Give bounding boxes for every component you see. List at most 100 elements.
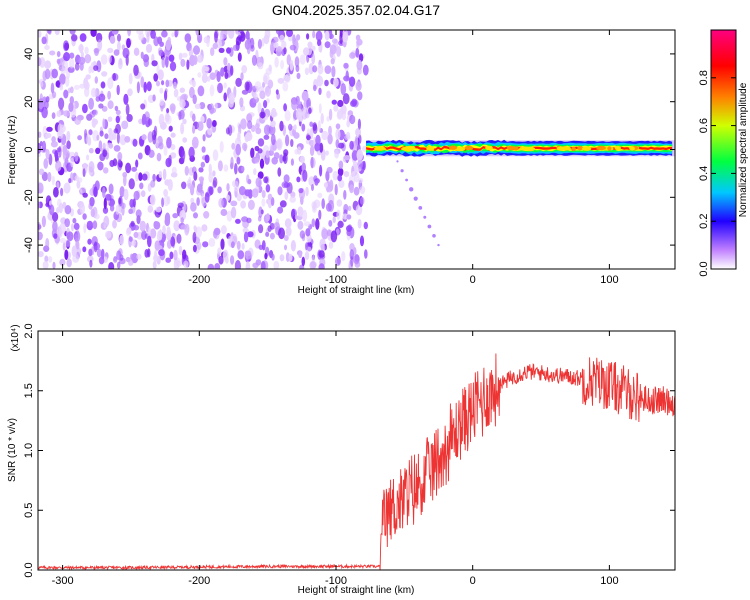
noise-blob: [351, 171, 356, 177]
noise-blob: [128, 178, 135, 190]
noise-blob: [270, 133, 276, 146]
noise-blob: [158, 170, 163, 179]
noise-blob: [288, 123, 293, 131]
noise-blob: [247, 199, 255, 210]
noise-blob: [92, 118, 99, 126]
noise-blob: [171, 166, 177, 175]
noise-blob: [265, 85, 271, 97]
noise-blob: [148, 149, 155, 158]
noise-blob: [358, 178, 364, 184]
snr-x-ticks: -300 -200 -100 0 100: [52, 331, 619, 587]
noise-blob: [329, 49, 334, 59]
noise-blob: [196, 183, 203, 193]
noise-blob: [143, 58, 149, 68]
noise-blob: [212, 149, 219, 161]
noise-blob: [230, 156, 234, 169]
noise-blob: [159, 99, 164, 106]
colorbar-tick-label: 0.0: [698, 261, 710, 276]
noise-blob: [209, 103, 215, 115]
noise-blob: [197, 32, 203, 44]
noise-blob: [354, 135, 359, 148]
noise-blob: [301, 90, 309, 102]
noise-blob: [192, 125, 196, 134]
noise-blob: [201, 73, 208, 84]
noise-blob: [228, 30, 235, 39]
noise-blob: [51, 68, 58, 79]
spectrogram-y-ticks: 40 20 0 -20 -40: [23, 48, 675, 253]
noise-blob: [200, 115, 205, 123]
noise-blob: [98, 93, 106, 102]
noise-blob: [208, 237, 216, 247]
noise-blob: [196, 241, 202, 250]
noise-blob: [38, 168, 45, 176]
noise-blob: [334, 149, 339, 159]
noise-blob: [108, 54, 112, 64]
noise-blob: [161, 56, 166, 69]
noise-blob: [270, 145, 275, 155]
noise-blob: [179, 99, 186, 108]
noise-blob: [245, 30, 250, 40]
noise-blob: [230, 206, 237, 219]
noise-blob: [209, 84, 215, 97]
noise-blob: [82, 192, 88, 198]
noise-blob: [250, 124, 256, 133]
noise-blob: [295, 108, 303, 121]
noise-blob: [38, 224, 42, 230]
noise-blob: [131, 166, 138, 172]
noise-blob: [126, 227, 132, 235]
noise-blob: [115, 205, 120, 215]
noise-blob: [356, 149, 364, 161]
noise-blob: [187, 183, 192, 189]
signal-band: [366, 139, 675, 157]
noise-blob: [156, 152, 162, 162]
colorbar-gradient: [711, 30, 736, 269]
noise-blob: [212, 42, 218, 50]
noise-blob: [300, 155, 305, 164]
noise-blob: [38, 182, 44, 194]
noise-blob: [152, 94, 156, 102]
noise-blob: [82, 213, 87, 220]
noise-blob: [59, 83, 64, 91]
noise-blob: [249, 37, 255, 49]
noise-blob: [88, 97, 94, 110]
noise-blob: [161, 80, 165, 86]
colorbar-tick-label: 0.6: [698, 118, 710, 133]
noise-blob: [296, 72, 301, 80]
noise-blob: [130, 253, 134, 260]
noise-blob: [208, 186, 214, 196]
noise-blob: [42, 260, 49, 269]
noise-blob: [320, 113, 324, 125]
signal-hotspot: [577, 145, 583, 151]
noise-blob: [132, 138, 138, 147]
noise-blob: [358, 134, 362, 145]
noise-blob: [197, 54, 203, 63]
noise-blob: [312, 65, 318, 73]
noise-blob: [112, 72, 117, 82]
noise-blob: [244, 81, 250, 91]
noise-blob: [301, 256, 306, 267]
noise-blob: [275, 89, 279, 95]
noise-blob: [277, 167, 282, 177]
noise-blob: [290, 139, 294, 147]
noise-blob: [102, 118, 106, 129]
noise-blob: [204, 192, 210, 203]
noise-blob: [153, 73, 159, 82]
noise-blob: [51, 175, 55, 186]
noise-blob: [113, 128, 119, 134]
noise-blob: [140, 76, 145, 88]
noise-blob: [155, 139, 159, 149]
signal-hotspot: [526, 146, 536, 152]
noise-blob: [146, 31, 150, 43]
noise-blob: [315, 30, 323, 42]
noise-blob: [66, 130, 71, 141]
signal-hotspot: [374, 146, 386, 151]
noise-blob: [156, 64, 160, 75]
noise-blob: [125, 162, 132, 174]
noise-blob: [178, 245, 183, 256]
noise-blob: [94, 48, 99, 56]
noise-blob: [328, 220, 333, 227]
noise-blob: [161, 197, 165, 208]
noise-blob: [236, 156, 241, 165]
noise-blob: [98, 103, 104, 109]
noise-blob: [125, 256, 131, 263]
